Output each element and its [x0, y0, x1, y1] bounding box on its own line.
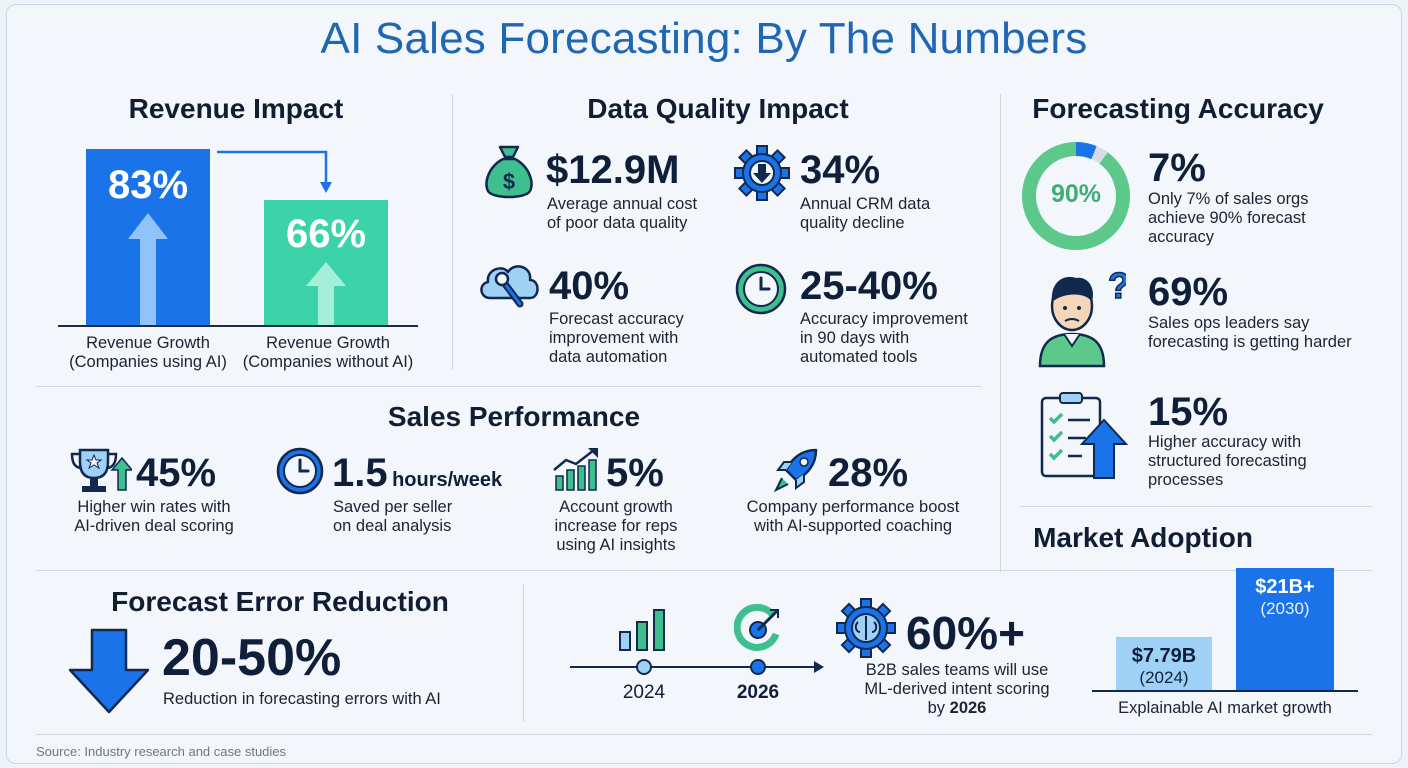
stat-description: Accuracy improvement in 90 days with aut… [800, 310, 968, 366]
revenue-bar-with-ai: 83% [86, 149, 210, 325]
market-bar-year: (2024) [1139, 668, 1189, 687]
svg-text:$: $ [503, 169, 515, 194]
timeline-year-end: 2026 [736, 682, 780, 703]
stat-value: 1.5 [332, 451, 388, 495]
clock-icon [735, 263, 787, 315]
adoption-desc-line: by 2026 [852, 699, 1062, 718]
svg-text:?: ? [1108, 268, 1126, 306]
accuracy-donut: 90% [1020, 140, 1132, 252]
stat-description: Average annual cost of poor data quality [547, 195, 698, 232]
down-arrow-icon [68, 628, 150, 714]
market-caption: Explainable AI market growth [1118, 699, 1332, 717]
revenue-bar-value: 66% [285, 212, 367, 256]
adoption-desc: B2B sales teams will use ML-derived inte… [852, 661, 1062, 718]
money-bag-icon: $ [485, 145, 533, 199]
target-gauge-icon [734, 604, 780, 651]
divider [452, 94, 453, 370]
market-adoption-heading: Market Adoption [1033, 522, 1253, 553]
forecast-error-heading: Forecast Error Reduction [111, 586, 449, 617]
revenue-bar-without-ai: 66% [264, 200, 388, 325]
timeline-year-start: 2024 [622, 682, 666, 703]
confused-person-icon: ? [1038, 268, 1126, 368]
market-bar-value: $21B+ [1255, 576, 1315, 598]
stat-description: Account growth increase for reps using A… [554, 498, 678, 554]
bar-chart-icon [619, 609, 665, 651]
up-arrow-icon [306, 262, 346, 325]
divider [523, 584, 524, 722]
stat-description: Forecast accuracy improvement with data … [549, 310, 684, 366]
stat-value: 40% [549, 264, 630, 308]
rocket-icon [773, 448, 818, 493]
stat-description: Higher accuracy with structured forecast… [1148, 433, 1307, 489]
stat-value: $12.9M [546, 148, 680, 192]
revenue-impact-heading: Revenue Impact [128, 93, 344, 124]
stat-description: Higher win rates with AI-driven deal sco… [74, 498, 234, 535]
divider [1020, 506, 1372, 507]
forecasting-accuracy-heading: Forecasting Accuracy [1032, 93, 1324, 124]
adoption-desc-line: B2B sales teams will use [865, 661, 1049, 679]
stat-value: 5% [606, 451, 664, 495]
gear-down-arrow-icon [734, 145, 790, 201]
stat-description: Sales ops leaders say forecasting is get… [1148, 314, 1352, 351]
revenue-bar-label: Revenue Growth (Companies using AI) [69, 334, 227, 371]
adoption-desc-line: ML-derived intent scoring [864, 680, 1050, 698]
divider [36, 570, 1372, 571]
market-bar-2024: $7.79B (2024) [1116, 637, 1212, 691]
stat-description: Company performance boost with AI-suppor… [746, 498, 960, 535]
stat-value: 45% [136, 451, 217, 495]
error-reduction-desc: Reduction in forecasting errors with AI [163, 690, 441, 708]
stat-value: 34% [800, 148, 881, 192]
stat-description: Only 7% of sales orgs achieve 90% foreca… [1148, 190, 1309, 246]
adoption-value: 60%+ [906, 607, 1025, 659]
market-bar-2030: $21B+ (2030) [1236, 568, 1334, 691]
stat-description: Annual CRM data quality decline [800, 195, 931, 232]
timeline-axis [570, 659, 824, 675]
chart-baseline [1092, 690, 1358, 692]
divider [36, 734, 1372, 735]
stat-description: Saved per seller on deal analysis [333, 498, 453, 535]
revenue-bar-label: Revenue Growth (Companies without AI) [242, 334, 414, 371]
stat-value: 15% [1148, 390, 1229, 434]
adoption-desc-year: 2026 [949, 699, 987, 717]
stat-unit: hours/week [392, 469, 503, 491]
divider [1000, 94, 1001, 572]
up-arrow-icon [128, 213, 168, 325]
stat-value: 25-40% [800, 264, 938, 308]
growth-chart-icon [553, 448, 598, 491]
source-note: Source: Industry research and case studi… [36, 744, 287, 759]
connector-arrow-icon [217, 150, 332, 193]
stat-value: 28% [828, 451, 909, 495]
revenue-bar-value: 83% [107, 163, 189, 207]
stopwatch-icon [276, 447, 324, 495]
chart-baseline [58, 325, 418, 327]
cloud-wrench-icon [480, 265, 539, 308]
page-title: AI Sales Forecasting: By The Numbers [320, 14, 1088, 63]
stat-value-group: 1.5 hours/week [332, 453, 502, 493]
divider [36, 386, 982, 387]
data-quality-heading: Data Quality Impact [587, 93, 849, 124]
sales-performance-heading: Sales Performance [387, 401, 641, 432]
stat-value: 7% [1148, 146, 1206, 190]
stat-value: 69% [1148, 270, 1229, 314]
brain-gear-icon [836, 598, 896, 658]
error-reduction-value: 20-50% [162, 629, 342, 687]
trophy-icon [70, 448, 132, 492]
adoption-desc-prefix: by [927, 699, 950, 717]
donut-label: 90% [1050, 180, 1102, 208]
market-bar-value: $7.79B [1131, 645, 1197, 667]
checklist-arrow-icon [1040, 392, 1128, 479]
market-bar-year: (2030) [1260, 599, 1310, 618]
